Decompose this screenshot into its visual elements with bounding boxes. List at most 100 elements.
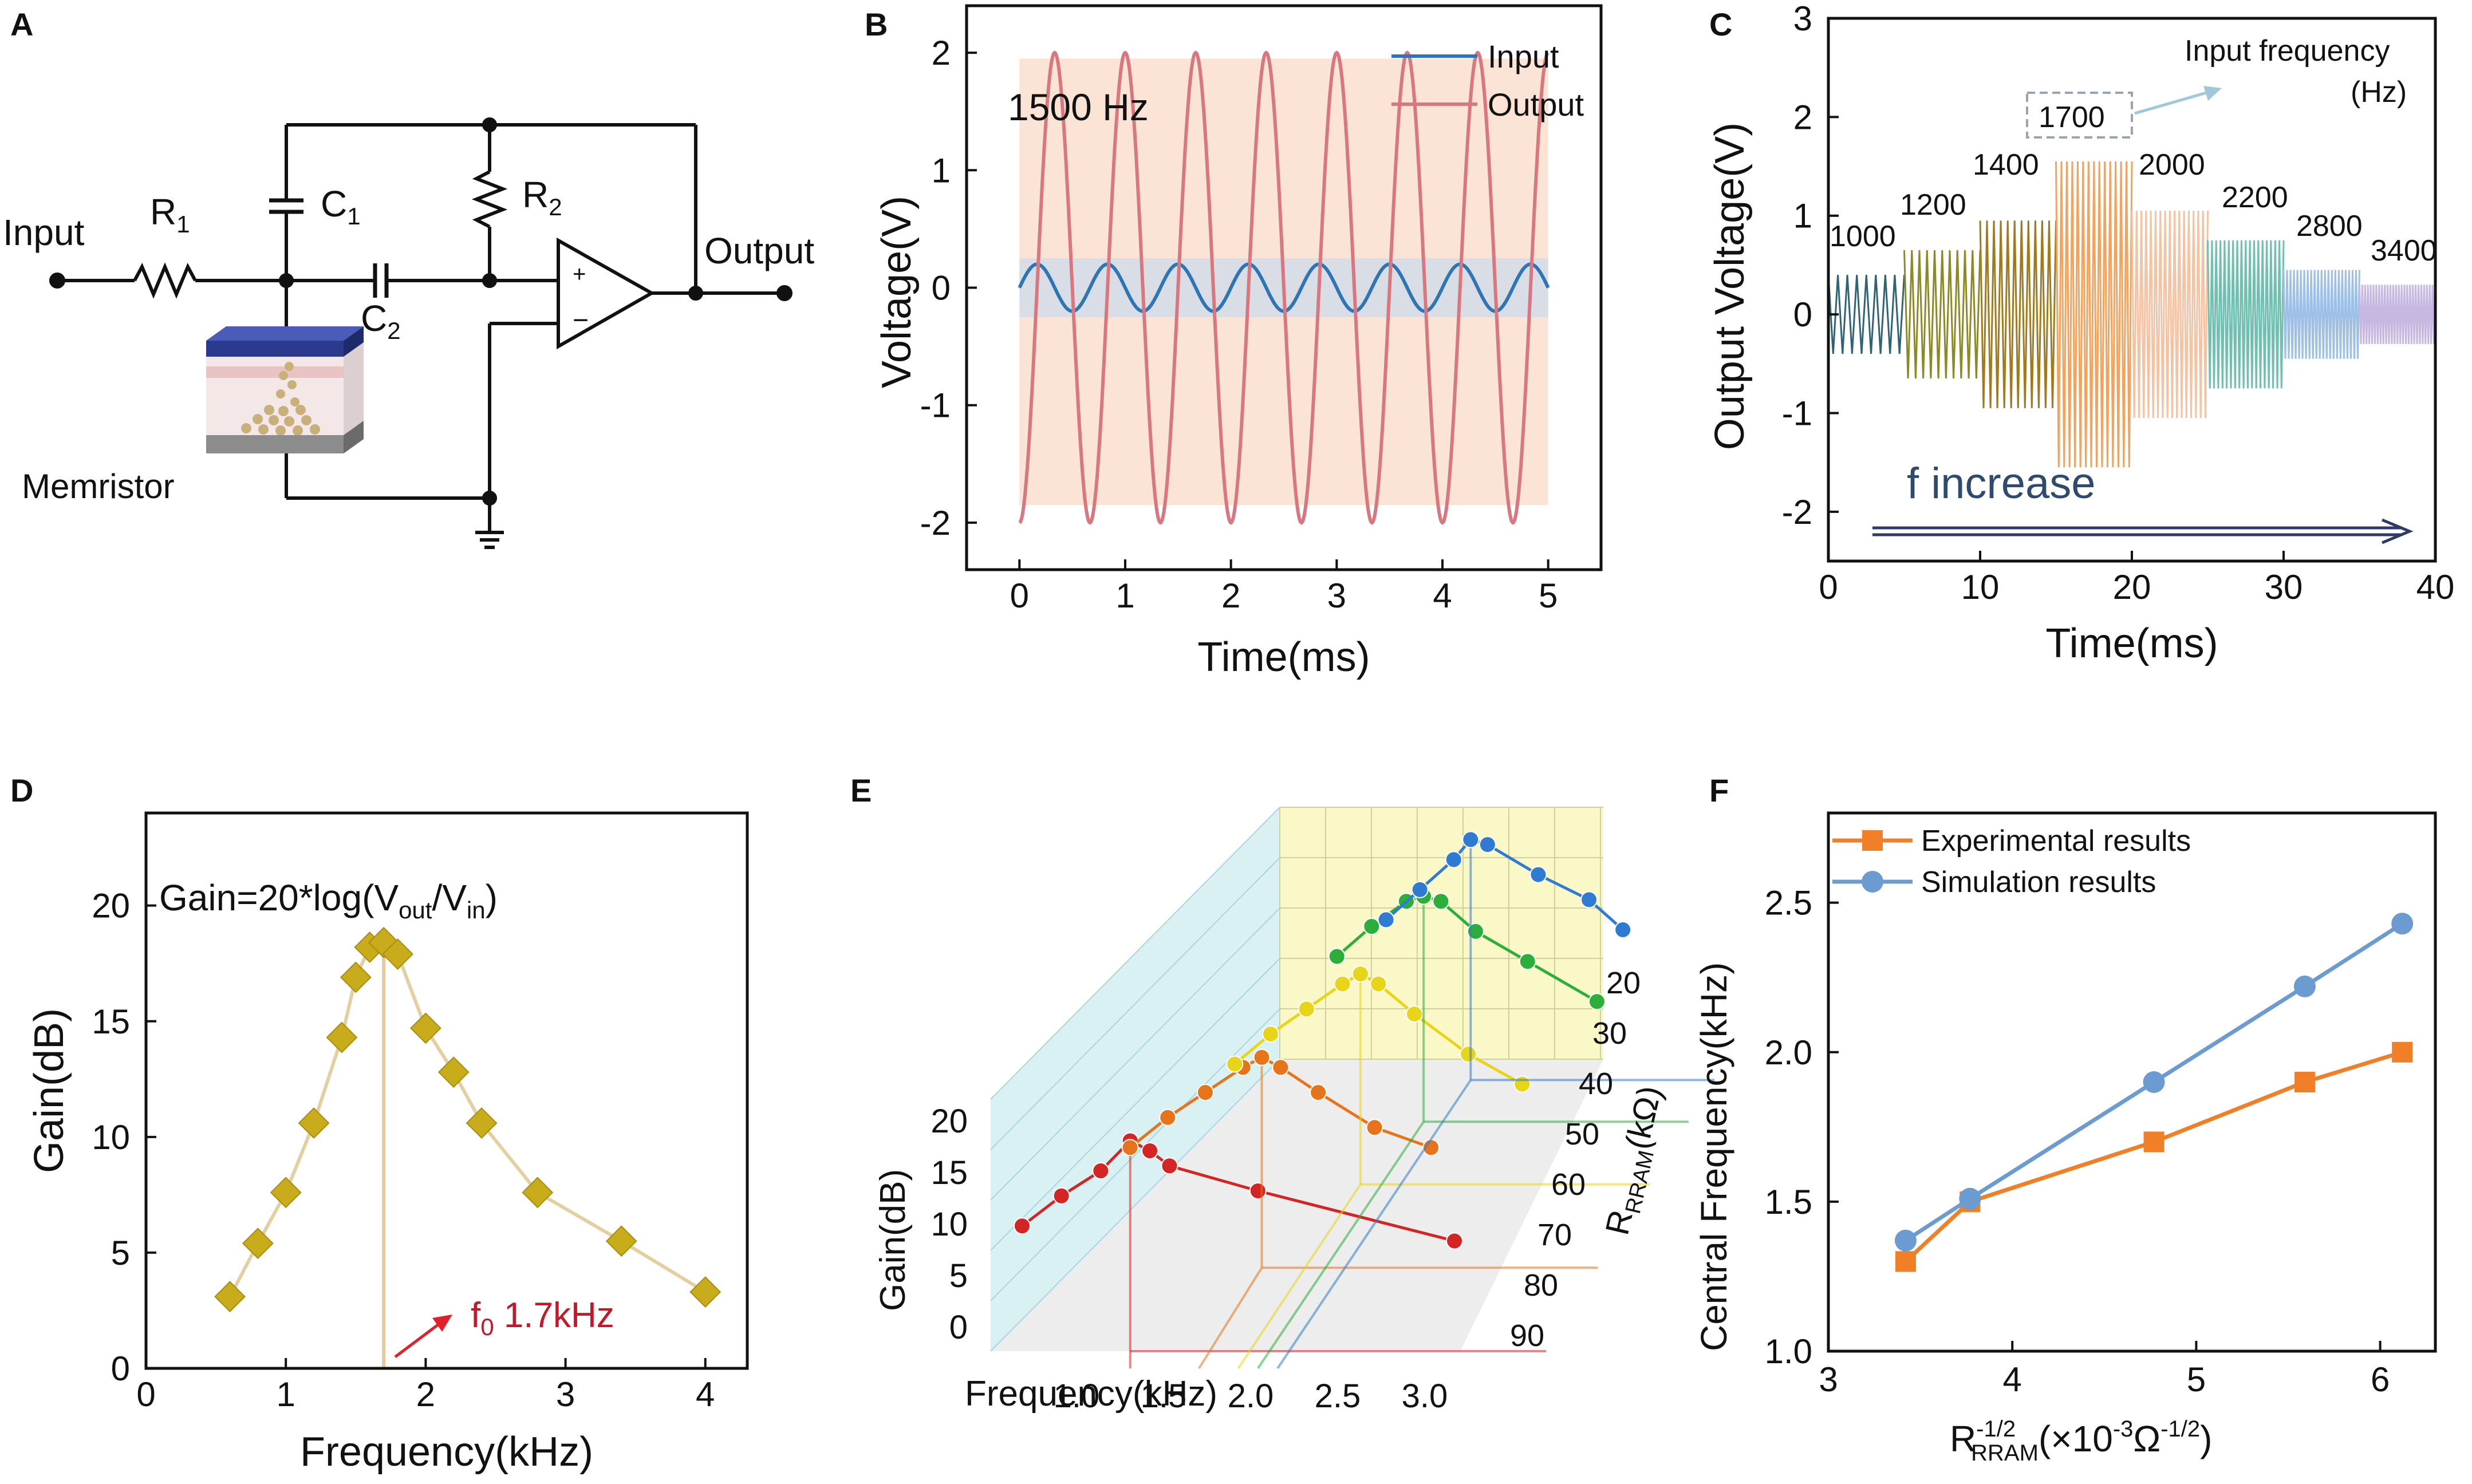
c-xtick-label-3: 30 (2265, 568, 2303, 606)
b-xtick-label-3: 3 (1327, 577, 1346, 615)
b-xtick-label-2: 2 (1221, 577, 1240, 615)
e-xlabel: Frequency(kHz) (965, 1374, 1217, 1414)
e-point-1-2 (1196, 1084, 1214, 1102)
e-point-0-5 (1161, 1157, 1178, 1175)
d-ytick-label-0: 0 (111, 1349, 130, 1388)
c-ytick-label-0: -2 (1782, 493, 1812, 531)
c-increase-arrow (1872, 518, 2414, 544)
e-point-0-4 (1141, 1142, 1159, 1159)
b-ytick-label-3: 1 (932, 151, 951, 190)
c-annotation-title: Input frequency (2185, 34, 2390, 68)
e-point-4-7 (1614, 921, 1632, 938)
f-xtick-label-1: 4 (2003, 1360, 2022, 1399)
b-ytick-label-1: -1 (920, 386, 951, 425)
b-xtick-label-1: 1 (1115, 577, 1134, 615)
label-memristor: Memristor (22, 467, 175, 506)
d-xtick-label-1: 1 (276, 1375, 295, 1414)
e-floor (991, 1059, 1603, 1351)
e-ztick-label-1: 30 (1592, 1016, 1627, 1051)
panel-a-circuit: A (3, 6, 814, 549)
c-xtick-label-0: 0 (1819, 568, 1838, 606)
e-drop-front-4 (1276, 1079, 1472, 1369)
c-pointer-line (2134, 90, 2211, 115)
panel-letter-e: E (850, 772, 872, 808)
c-segment-1000 (1827, 275, 1905, 354)
c-axes: 0 10 20 30 40 -2 -1 0 1 2 3 Time(ms) Output Voltage(… (1707, 0, 2454, 666)
e-point-2-0 (1226, 1055, 1244, 1073)
memristor-sublayer (206, 366, 344, 378)
b-ylabel: Voltage(V) (874, 196, 920, 388)
b-xtick-label-0: 0 (1010, 577, 1029, 615)
c-segment-label-3400: 3400 (2371, 234, 2437, 267)
panel-b-chart: B 0 1 2 3 4 5 -2 -1 0 1 2 Time(ms) Voltage(V) 1500 H… (865, 4, 1603, 680)
label-c2: C2 (361, 298, 401, 344)
d-point-2 (270, 1177, 302, 1209)
e-point-3-7 (1588, 993, 1606, 1011)
c-annotation-unit: (Hz) (2351, 76, 2407, 109)
memristor-device (206, 326, 364, 453)
e-ztick-label-6: 80 (1524, 1268, 1558, 1303)
e-ytick-label-0: 0 (949, 1309, 968, 1346)
c-ytick-label-3: 1 (1793, 197, 1812, 235)
f-ylabel: Central Frequency(kHz) (1693, 962, 1734, 1351)
panel-letter-c: C (1709, 6, 1732, 42)
c-segment-1400 (1979, 220, 2057, 408)
e-point-4-5 (1529, 866, 1547, 883)
c-highlight-box (2026, 92, 2133, 139)
d-point-9 (409, 1012, 441, 1044)
e-grid-left-h-1 (990, 857, 1280, 1150)
e-point-2-2 (1298, 1000, 1315, 1018)
e-point-4-3 (1462, 831, 1480, 848)
d-point-14 (689, 1276, 722, 1308)
d-axes: 0 1 2 3 4 0 5 10 15 20 Frequency(kHz) Gain(dB) (26, 887, 715, 1475)
d-ytick-label-3: 15 (92, 1003, 130, 1041)
e-point-2-1 (1261, 1025, 1279, 1043)
f-point-1-2 (2143, 1071, 2165, 1093)
f-xtick-label-3: 6 (2371, 1360, 2390, 1399)
d-point-3 (298, 1107, 330, 1139)
d-xtick-label-0: 0 (136, 1375, 155, 1414)
panel-letter-f: F (1709, 772, 1729, 808)
d-ytick-label-4: 20 (92, 887, 130, 925)
e-point-1-0 (1121, 1139, 1139, 1157)
e-point-2-8 (1513, 1075, 1531, 1093)
b-series-output (1018, 50, 1550, 525)
e-ztick-label-7: 90 (1510, 1319, 1544, 1353)
f-point-0-0 (1895, 1251, 1916, 1272)
e-point-3-4 (1432, 893, 1450, 910)
e-point-0-7 (1446, 1232, 1463, 1250)
f-point-1-0 (1894, 1229, 1917, 1252)
d-plot (214, 926, 722, 1368)
d-f0-arrow-line (394, 1321, 442, 1358)
e-grid-left-h-2 (990, 907, 1280, 1201)
e-back-left-wall (991, 807, 1280, 1351)
b-ytick-label-0: -2 (920, 504, 951, 542)
resistor-r1 (133, 262, 197, 299)
c-segment-2200 (2207, 240, 2285, 389)
panel-letter-a: A (10, 6, 33, 42)
e-point-4-0 (1377, 911, 1395, 929)
e-point-2-7 (1460, 1045, 1477, 1063)
c-pointer-head (2203, 86, 2222, 101)
f-point-0-2 (2143, 1131, 2165, 1153)
d-point-1 (242, 1228, 274, 1260)
d-xtick-label-4: 4 (696, 1375, 715, 1414)
e-xtick-label-4: 3.0 (1402, 1378, 1448, 1415)
label-minus: − (573, 305, 589, 336)
b-annotation: 1500 Hz (1008, 86, 1149, 128)
e-point-2-3 (1334, 975, 1351, 993)
e-drop-front-1 (1198, 1267, 1263, 1369)
memristor-filament (241, 362, 320, 436)
e-xtick-label-2: 2.0 (1228, 1378, 1274, 1415)
c-ylabel: Output Voltage(V) (1707, 123, 1753, 450)
c-xlabel: Time(ms) (2045, 621, 2218, 666)
e-point-1-1 (1159, 1108, 1177, 1126)
f-point-1-4 (2391, 913, 2414, 935)
c-segment-label-2800: 2800 (2296, 210, 2363, 243)
c-segment-label-2200: 2200 (2222, 181, 2288, 214)
d-ylabel: Gain(dB) (26, 1008, 72, 1173)
e-point-2-6 (1405, 1005, 1423, 1023)
memristor-top-electrode (206, 341, 344, 357)
